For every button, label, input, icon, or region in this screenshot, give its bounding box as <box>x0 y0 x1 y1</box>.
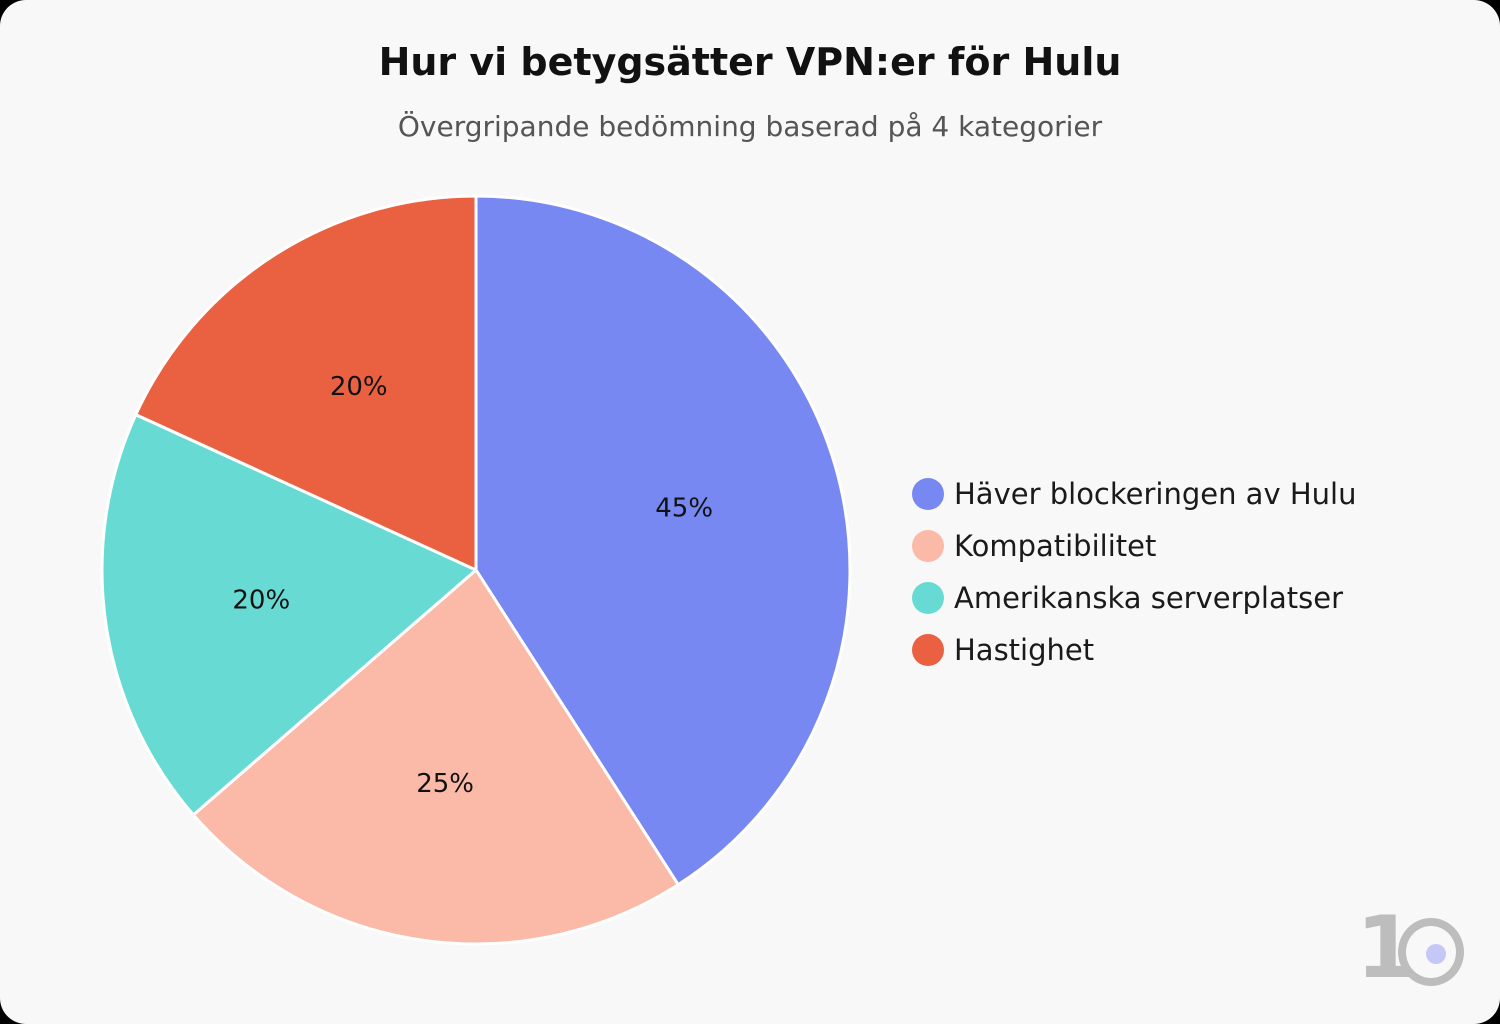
logo-dot <box>1426 944 1446 964</box>
legend-item: Amerikanska serverplatser <box>912 572 1356 624</box>
pie-slice-1 <box>474 194 852 887</box>
legend-swatch <box>912 530 944 562</box>
pie-slice-4 <box>134 194 478 572</box>
chart-title: Hur vi betygsätter VPN:er för Hulu <box>378 40 1122 84</box>
slice-label-2: 25% <box>416 769 474 799</box>
chart-subtitle: Övergripande bedömning baserad på 4 kate… <box>397 110 1103 143</box>
slice-label-4: 20% <box>330 372 388 402</box>
legend: Häver blockeringen av Hulu Kompatibilite… <box>912 468 1356 676</box>
pie-slice-2 <box>191 568 680 946</box>
legend-item: Hastighet <box>912 624 1356 676</box>
legend-label: Amerikanska serverplatser <box>954 581 1344 615</box>
legend-swatch <box>912 634 944 666</box>
pie-slice-3 <box>100 413 478 817</box>
slice-label-1: 45% <box>655 493 713 523</box>
legend-label: Häver blockeringen av Hulu <box>954 477 1357 511</box>
legend-swatch <box>912 582 944 614</box>
legend-label: Hastighet <box>954 633 1095 667</box>
legend-item: Kompatibilitet <box>912 520 1356 572</box>
brand-logo: 1 <box>1356 898 1466 998</box>
logo-ring <box>1398 918 1464 986</box>
legend-item: Häver blockeringen av Hulu <box>912 468 1356 520</box>
slice-label-3: 20% <box>232 585 290 615</box>
legend-swatch <box>912 478 944 510</box>
legend-label: Kompatibilitet <box>954 529 1157 563</box>
